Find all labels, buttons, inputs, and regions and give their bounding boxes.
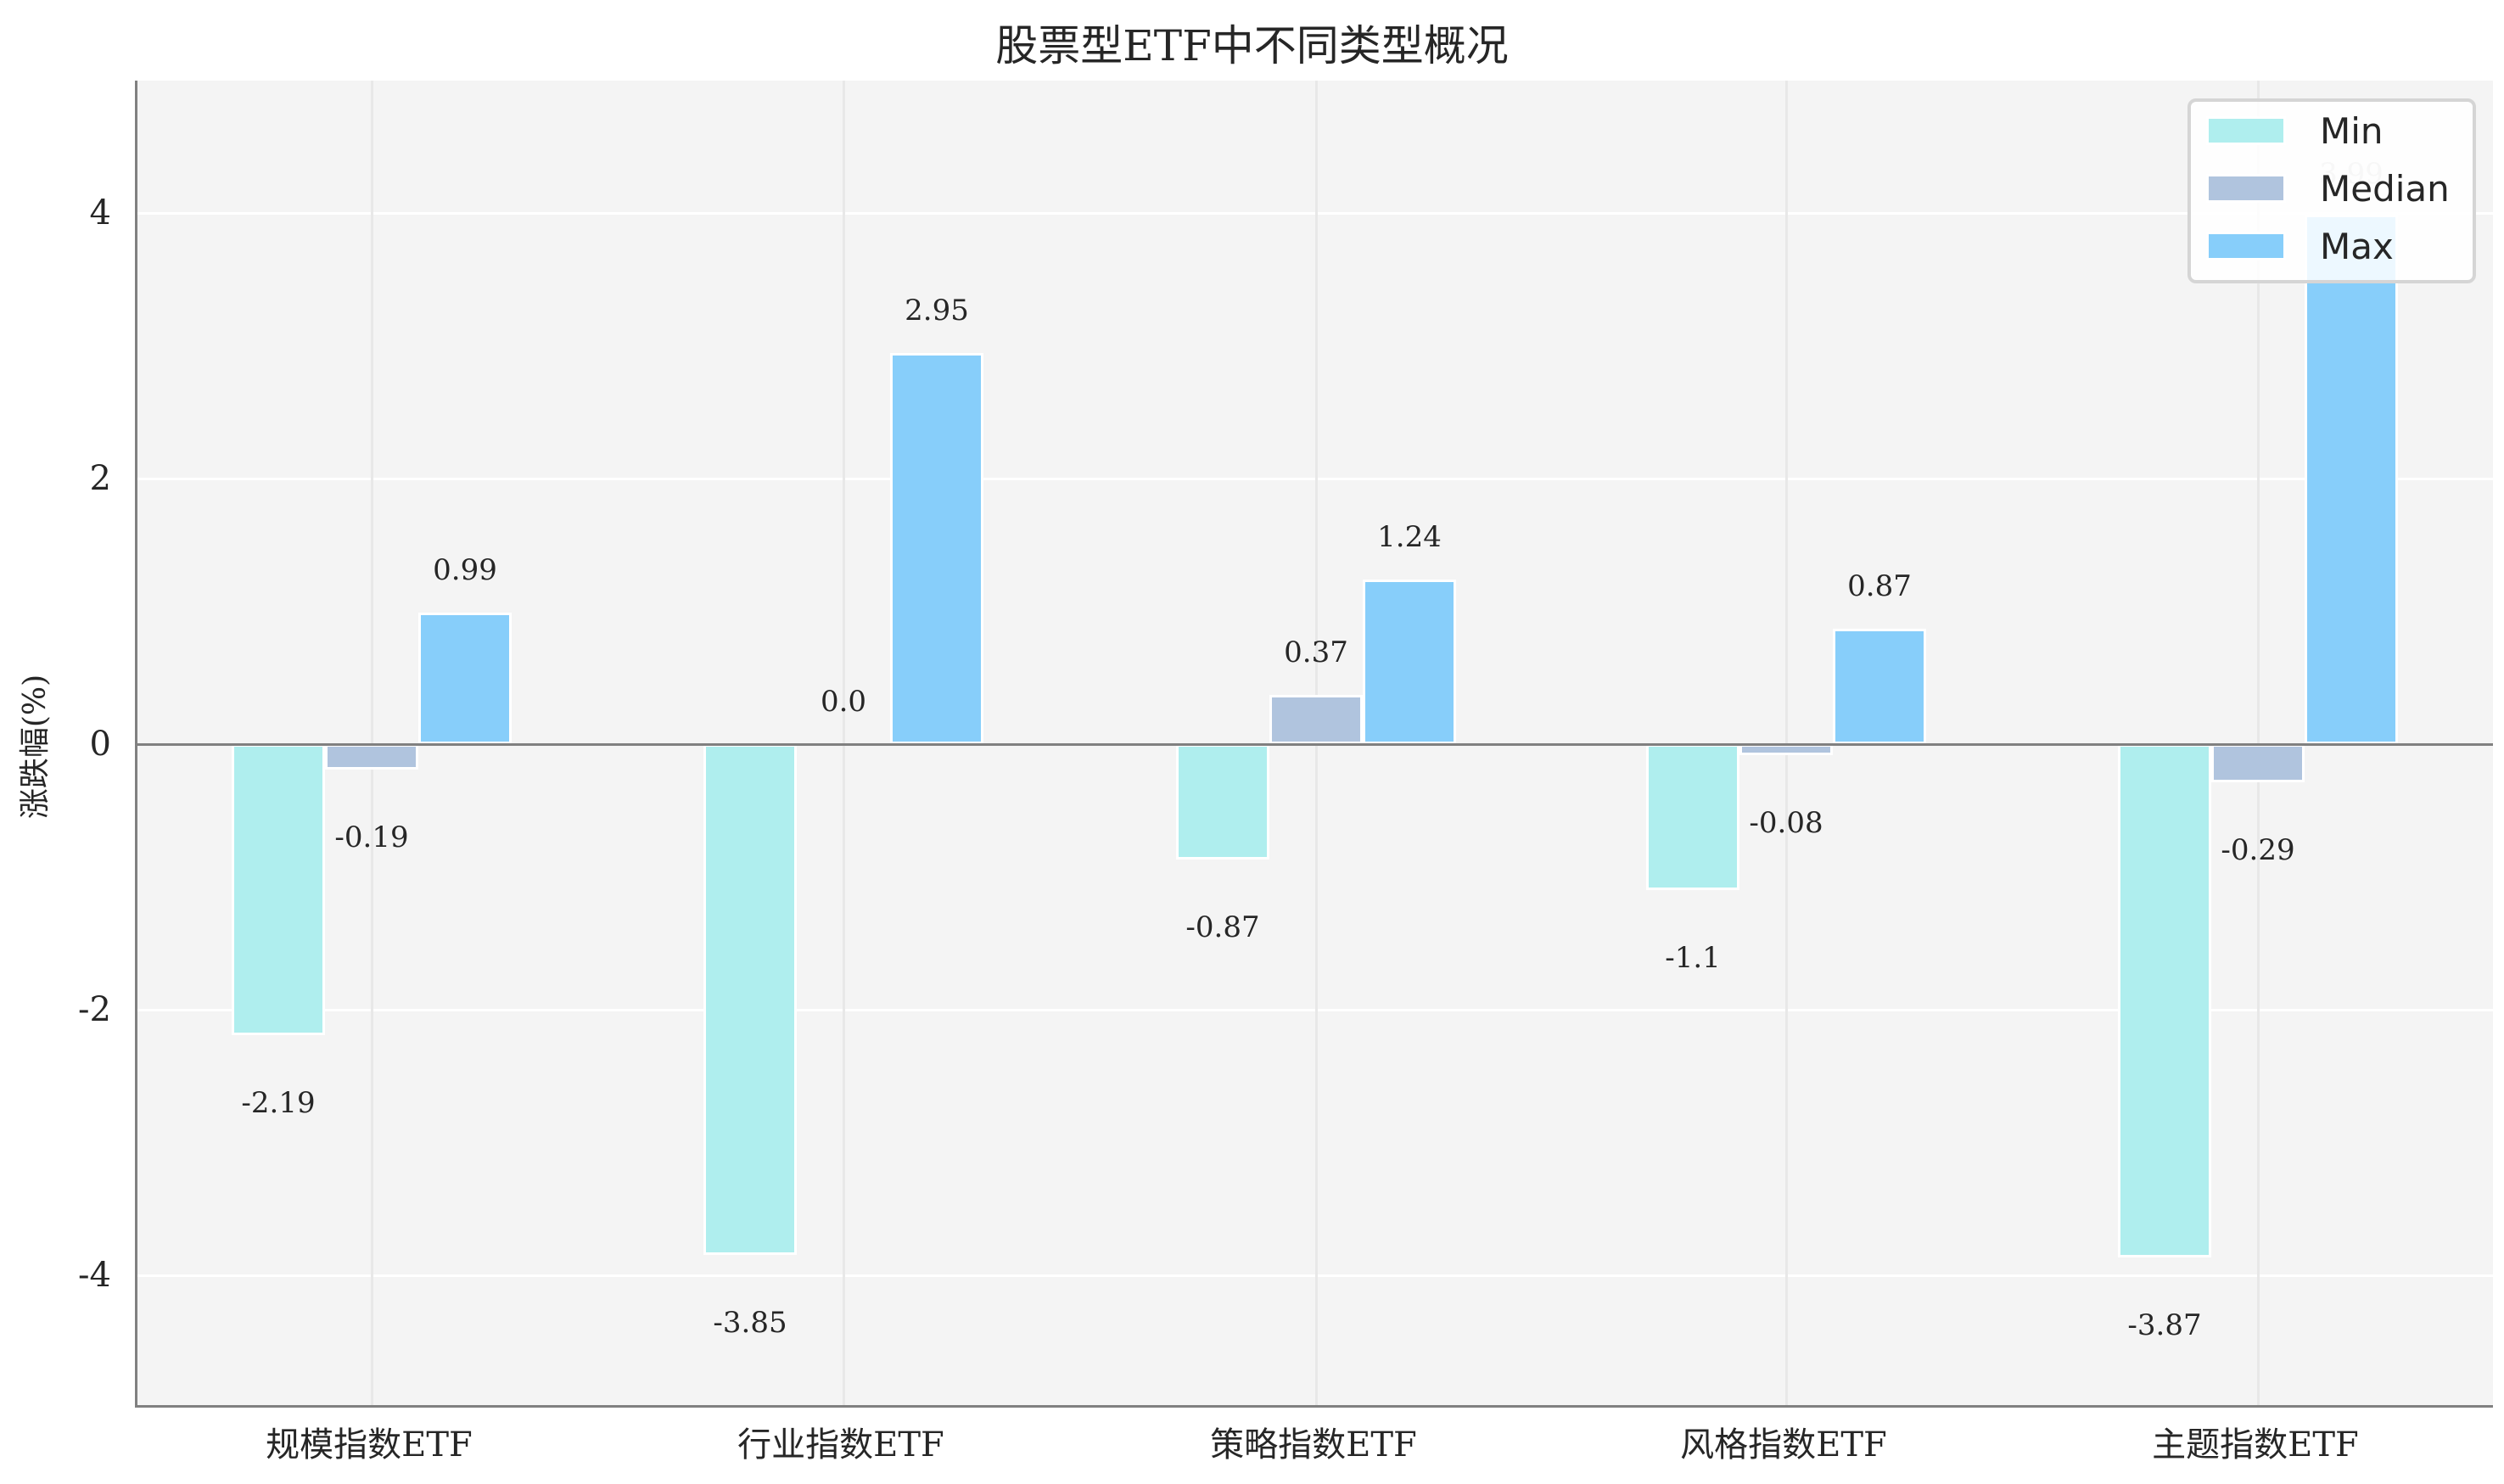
x-tick-label: 主题指数ETF (2152, 1425, 2359, 1464)
bar-median (325, 744, 418, 770)
x-tick-label: 行业指数ETF (737, 1425, 944, 1464)
value-label: 0.37 (1284, 636, 1348, 670)
bar-min (1176, 744, 1269, 860)
zero-line (137, 742, 2493, 746)
x-tick-label: 规模指数ETF (266, 1425, 473, 1464)
y-tick-label: 2 (89, 459, 111, 499)
value-label: -0.08 (1749, 805, 1823, 840)
bar-min (1646, 744, 1739, 891)
bar-max (2305, 214, 2398, 744)
bar-min (232, 744, 325, 1035)
chart-title: 股票型ETF中不同类型概况 (995, 21, 1509, 70)
value-label: -0.19 (334, 820, 409, 854)
bar-median (1739, 744, 1833, 755)
value-label: 2.95 (905, 293, 969, 328)
y-tick-label: 0 (89, 725, 111, 764)
value-label: 0.99 (433, 553, 497, 588)
bar-max (1363, 580, 1456, 744)
bar-median (2211, 744, 2305, 783)
legend-label-min: Min (2320, 109, 2384, 152)
value-label: 0.87 (1847, 568, 1912, 603)
y-tick-label: -4 (78, 1255, 111, 1295)
bar-max (418, 613, 512, 744)
bar-min (703, 744, 797, 1256)
legend-label-median: Median (2320, 167, 2450, 210)
value-label: -0.29 (2221, 833, 2295, 868)
x-tick-label: 策略指数ETF (1210, 1425, 1417, 1464)
legend-swatch-max (2206, 232, 2286, 260)
bar-max (1833, 628, 1926, 744)
bar-min (2118, 744, 2211, 1258)
legend-swatch-median (2206, 174, 2286, 203)
y-axis-label: 涨跌幅(%) (18, 674, 53, 820)
value-label: 0.0 (820, 685, 867, 719)
value-label: -3.85 (713, 1306, 787, 1341)
value-label: -1.1 (1665, 941, 1721, 976)
value-label: 1.24 (1377, 520, 1442, 555)
bar-median (1269, 695, 1363, 744)
legend-swatch-min (2206, 116, 2286, 145)
value-label: -3.87 (2127, 1308, 2202, 1343)
legend-item-max: Max (2206, 226, 2394, 267)
value-label: -0.87 (1185, 910, 1260, 945)
legend-label-max: Max (2320, 225, 2394, 267)
value-label: -2.19 (241, 1085, 316, 1120)
legend: Min Median Max (2187, 98, 2476, 283)
bar-max (890, 352, 983, 744)
plot-area: -2.19 -3.85 -0.87 -1.1 -3.87 -0.19 0.0 0.37 -0.0… (135, 81, 2493, 1408)
y-tick-label: 4 (89, 193, 111, 233)
y-tick-label: -2 (78, 989, 111, 1029)
legend-item-median: Median (2206, 168, 2450, 210)
x-tick-label: 风格指数ETF (1680, 1425, 1887, 1464)
legend-item-min: Min (2206, 110, 2384, 152)
